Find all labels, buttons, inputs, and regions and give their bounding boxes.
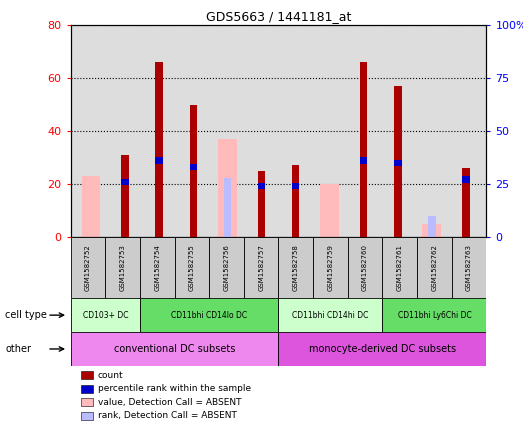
Text: cell type: cell type bbox=[5, 310, 47, 320]
Text: value, Detection Call = ABSENT: value, Detection Call = ABSENT bbox=[98, 398, 241, 407]
Bar bbox=[140, 298, 278, 332]
Bar bbox=[292, 183, 299, 190]
Bar bbox=[81, 371, 93, 379]
Bar bbox=[81, 412, 93, 420]
Bar bbox=[382, 237, 417, 298]
Bar bbox=[394, 159, 402, 166]
Text: CD11bhi CD14hi DC: CD11bhi CD14hi DC bbox=[292, 310, 369, 320]
Bar bbox=[360, 63, 368, 237]
Text: GSM1582760: GSM1582760 bbox=[362, 244, 368, 291]
Bar bbox=[278, 332, 486, 366]
Text: GSM1582757: GSM1582757 bbox=[258, 244, 264, 291]
Text: CD11bhi Ly6Chi DC: CD11bhi Ly6Chi DC bbox=[397, 310, 471, 320]
Bar bbox=[244, 237, 278, 298]
Text: count: count bbox=[98, 371, 123, 380]
Bar bbox=[121, 155, 129, 237]
Text: GSM1582758: GSM1582758 bbox=[293, 244, 299, 291]
Text: GSM1582759: GSM1582759 bbox=[327, 244, 334, 291]
Bar bbox=[292, 165, 299, 237]
Bar bbox=[360, 157, 368, 164]
Text: GSM1582763: GSM1582763 bbox=[466, 244, 472, 291]
Text: GSM1582753: GSM1582753 bbox=[120, 244, 126, 291]
Text: GSM1582755: GSM1582755 bbox=[189, 244, 195, 291]
Text: conventional DC subsets: conventional DC subsets bbox=[114, 344, 235, 354]
Bar bbox=[462, 168, 470, 237]
Bar bbox=[209, 237, 244, 298]
Bar bbox=[71, 298, 140, 332]
Bar bbox=[140, 237, 175, 298]
Text: GSM1582756: GSM1582756 bbox=[223, 244, 230, 291]
Bar bbox=[428, 216, 436, 237]
Text: CD11bhi CD14lo DC: CD11bhi CD14lo DC bbox=[171, 310, 247, 320]
Bar bbox=[423, 224, 441, 237]
Text: monocyte-derived DC subsets: monocyte-derived DC subsets bbox=[309, 344, 456, 354]
Text: rank, Detection Call = ABSENT: rank, Detection Call = ABSENT bbox=[98, 411, 237, 420]
Bar bbox=[81, 385, 93, 393]
Bar bbox=[382, 298, 486, 332]
Bar bbox=[320, 184, 339, 237]
Bar bbox=[71, 332, 278, 366]
Bar bbox=[189, 164, 197, 170]
Bar bbox=[417, 237, 452, 298]
Text: percentile rank within the sample: percentile rank within the sample bbox=[98, 384, 251, 393]
Bar bbox=[121, 179, 129, 185]
Text: GSM1582762: GSM1582762 bbox=[431, 244, 437, 291]
Bar bbox=[82, 176, 100, 237]
Bar bbox=[224, 178, 231, 237]
Bar bbox=[155, 63, 163, 237]
Text: other: other bbox=[5, 344, 31, 354]
Bar bbox=[348, 237, 382, 298]
Bar bbox=[394, 86, 402, 237]
Bar bbox=[155, 157, 163, 164]
Bar bbox=[462, 176, 470, 183]
Bar bbox=[278, 237, 313, 298]
Bar bbox=[81, 398, 93, 406]
Text: CD103+ DC: CD103+ DC bbox=[83, 310, 128, 320]
Bar bbox=[71, 237, 105, 298]
Bar bbox=[258, 183, 265, 190]
Text: GSM1582761: GSM1582761 bbox=[397, 244, 403, 291]
Bar bbox=[258, 171, 265, 237]
Bar bbox=[313, 237, 348, 298]
Bar bbox=[218, 139, 237, 237]
Title: GDS5663 / 1441181_at: GDS5663 / 1441181_at bbox=[206, 10, 351, 23]
Text: GSM1582752: GSM1582752 bbox=[85, 244, 91, 291]
Bar bbox=[278, 298, 382, 332]
Bar bbox=[189, 105, 197, 237]
Bar bbox=[175, 237, 209, 298]
Bar bbox=[452, 237, 486, 298]
Bar bbox=[105, 237, 140, 298]
Text: GSM1582754: GSM1582754 bbox=[154, 244, 160, 291]
